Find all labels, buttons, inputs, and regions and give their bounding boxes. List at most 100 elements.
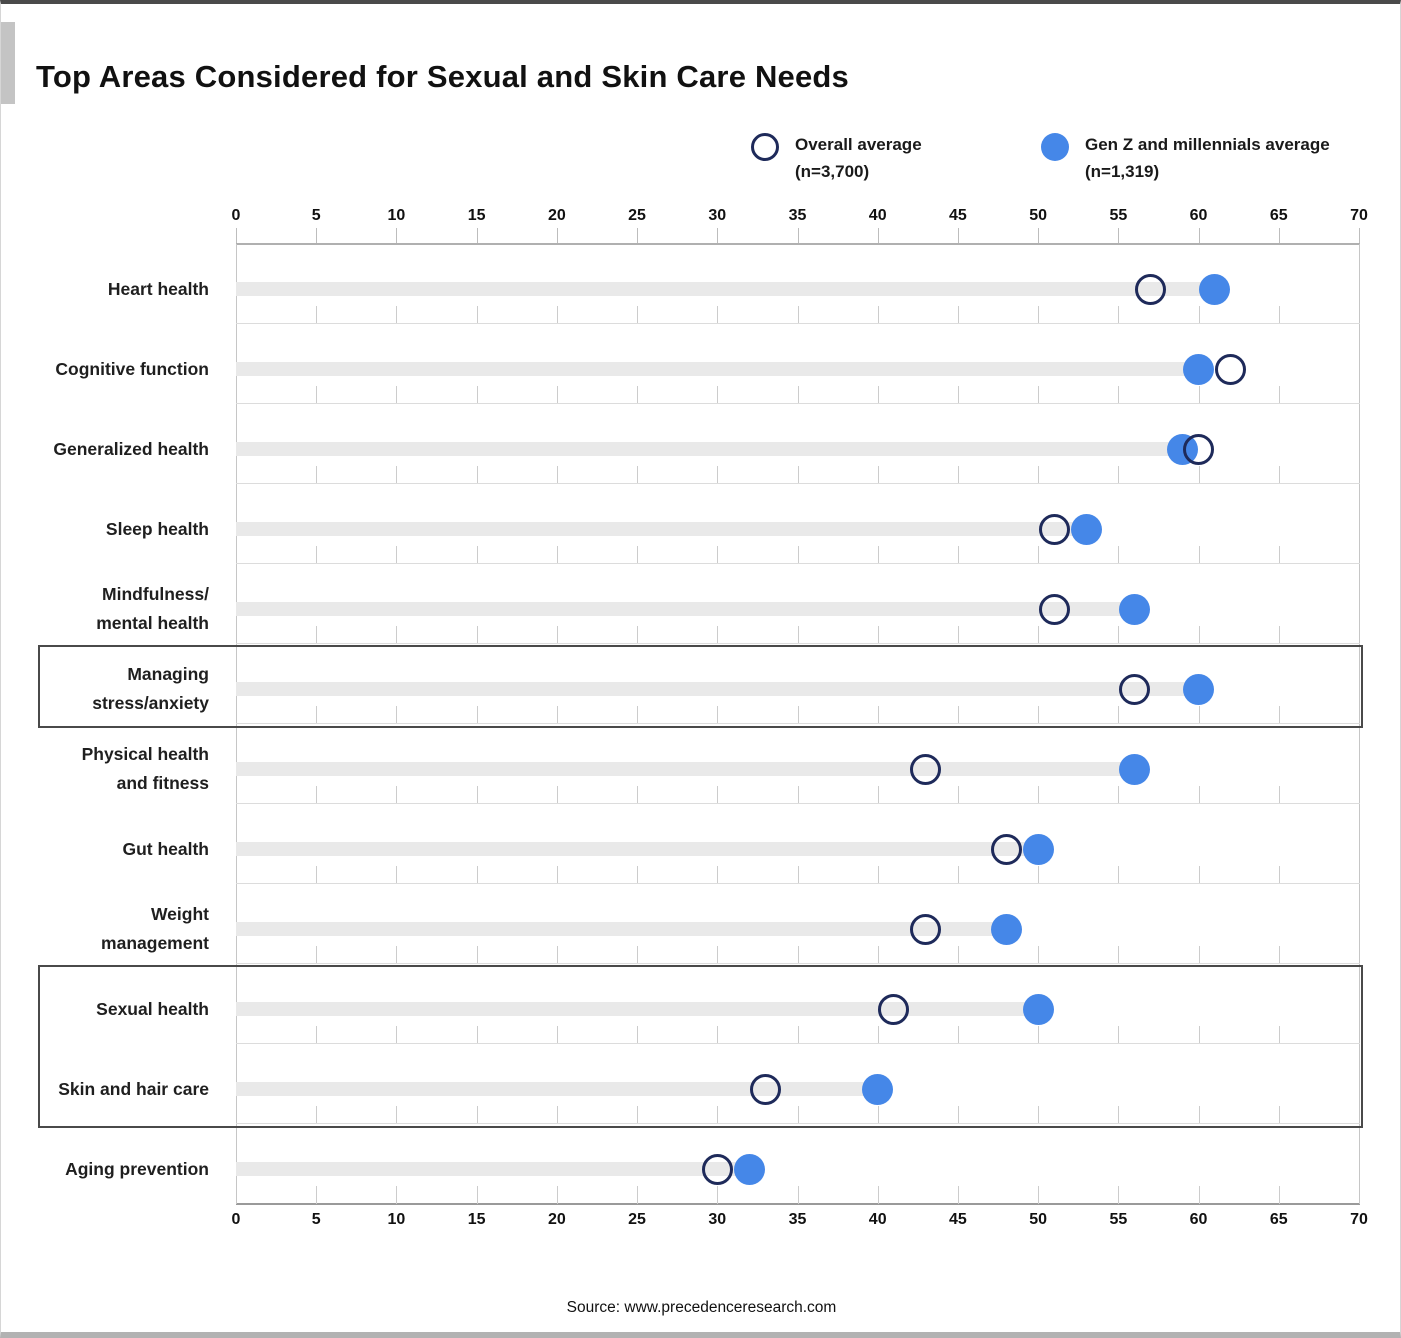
legend-item-genz: Gen Z and millennials average (n=1,319) [1041,131,1330,185]
category-label: Skin and hair care [58,1078,209,1099]
row-gridline-tick [1118,706,1120,724]
category-label: Gut health [122,838,209,859]
row-gridline-tick [877,1106,879,1124]
row-gridline-tick [877,866,879,884]
track-bar [236,1082,878,1096]
row-gridline-tick [396,1106,398,1124]
x-axis-top-tick-label: 35 [788,207,807,224]
row-gridline-tick [797,1026,799,1044]
x-axis-bottom-tick-label: 0 [231,1211,241,1228]
legend-item-overall: Overall average (n=3,700) [751,131,922,185]
row-gridline-tick [1038,946,1040,964]
row-gridline-tick [396,946,398,964]
row-gridline-tick [316,626,318,644]
row-gridline-tick [1118,386,1120,404]
row-separator [236,803,1360,804]
x-axis-top-tick-label: 0 [231,207,241,224]
row-gridline-tick [556,1186,558,1204]
row-gridline-tick [1038,626,1040,644]
row-separator [236,483,1360,484]
row-gridline-tick [717,1106,719,1124]
row-gridline-tick [717,386,719,404]
row-gridline-tick [957,1026,959,1044]
legend-overall-sub: (n=3,700) [795,162,870,181]
row-gridline-tick [637,866,639,884]
genz-average-marker [1070,514,1102,545]
row-gridline-tick [396,786,398,804]
row-gridline-tick [476,386,478,404]
x-axis-top-tick-label: 20 [547,207,566,224]
category-label: Mindfulness/ mental health [96,584,209,633]
row-gridline-tick [476,1186,478,1204]
row-gridline-tick [396,306,398,324]
row-gridline-tick [476,306,478,324]
row-gridline-tick [877,386,879,404]
row-gridline-tick [797,306,799,324]
x-axis-bottom-tick-label: 20 [547,1211,566,1228]
track-bar [236,762,1135,776]
row-gridline-tick [797,626,799,644]
row-gridline-tick [1038,466,1040,484]
row-gridline-tick [717,1026,719,1044]
row-gridline-tick [797,1186,799,1204]
row-gridline-tick [957,1186,959,1204]
track-bar [236,282,1215,296]
row-gridline-tick [1038,786,1040,804]
title-accent-bar [1,22,15,104]
x-axis-bottom-tick-label: 55 [1109,1211,1128,1228]
genz-average-marker [1022,834,1054,865]
x-axis-bottom-tick-label: 60 [1189,1211,1208,1228]
row-gridline-tick [717,306,719,324]
row-gridline-tick [316,386,318,404]
row-gridline-tick [396,466,398,484]
row-gridline-tick [316,306,318,324]
row-gridline-tick [1038,306,1040,324]
highlight-box [38,965,1363,1128]
x-axis-top-tick [877,228,879,244]
row-gridline-tick [717,786,719,804]
overall-average-marker [1038,514,1070,545]
row-gridline-tick [396,1026,398,1044]
overall-average-marker [1038,594,1070,625]
row-gridline-tick [1198,1106,1200,1124]
row-gridline-tick [797,386,799,404]
row-gridline-tick [1278,1186,1280,1204]
row-gridline-tick [1118,866,1120,884]
x-axis-top-tick-label: 10 [387,207,406,224]
row-gridline-tick [637,1186,639,1204]
genz-average-marker [1183,674,1215,705]
row-gridline-tick [556,706,558,724]
genz-average-marker [733,1154,765,1185]
overall-average-marker [910,754,942,785]
row-gridline-tick [877,546,879,564]
row-gridline-tick [556,546,558,564]
track-bar [236,362,1199,376]
row-separator [236,1123,1360,1124]
row-separator [236,963,1360,964]
row-gridline-tick [396,866,398,884]
plot-border-left [236,244,237,1204]
row-gridline-tick [797,546,799,564]
row-separator [236,883,1360,884]
row-gridline-tick [637,1106,639,1124]
plot-area: 0 0 5 5 10 10 15 15 20 20 25 25 30 30 35 35 40 40 45 45 50 50… [1,4,1400,1332]
source-attribution: Source: www.precedenceresearch.com [566,1299,837,1316]
legend-overall-text: Overall average (n=3,700) [795,131,922,185]
row-separator [236,723,1360,724]
overall-average-marker [990,834,1022,865]
row-gridline-tick [1278,946,1280,964]
row-gridline-tick [1118,1106,1120,1124]
row-gridline-tick [637,306,639,324]
overall-average-marker [1118,674,1150,705]
x-axis-top-tick [556,228,558,244]
x-axis-top-tick-label: 55 [1109,207,1128,224]
row-gridline-tick [877,786,879,804]
overall-average-legend-icon [751,133,779,161]
category-label: Sexual health [96,998,209,1019]
genz-average-marker [1183,354,1215,385]
row-gridline-tick [396,626,398,644]
row-gridline-tick [1278,626,1280,644]
x-axis-bottom-tick-label: 25 [628,1211,646,1228]
row-gridline-tick [1118,1186,1120,1204]
overall-average-marker [910,914,942,945]
